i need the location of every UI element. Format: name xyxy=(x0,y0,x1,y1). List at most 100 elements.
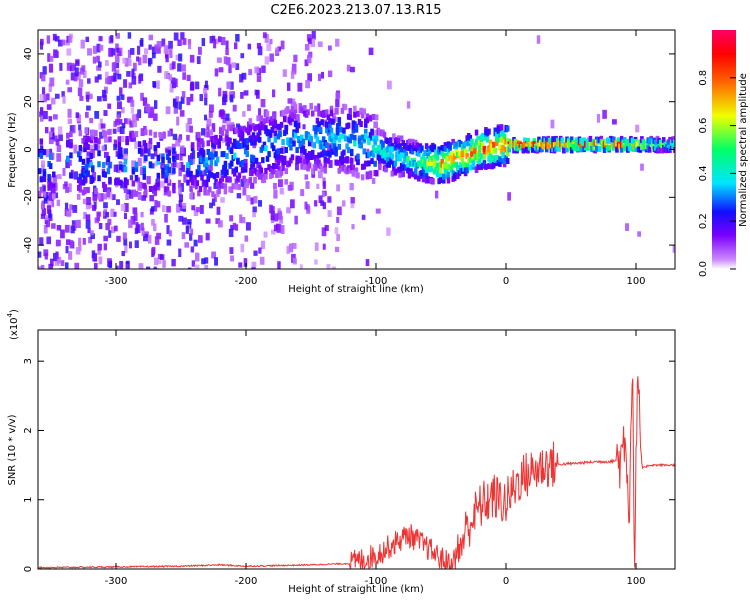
colorbar-tick-label: 0.0 xyxy=(698,261,709,277)
spectrogram-cell xyxy=(113,139,118,148)
spectrogram-cell xyxy=(286,245,290,254)
spectrogram-cell xyxy=(306,34,312,42)
spectrogram-cell xyxy=(346,122,351,129)
spectrogram-cell xyxy=(127,32,132,39)
spectrogram-cell xyxy=(186,219,192,225)
spectrogram-cell xyxy=(220,110,226,120)
spectrogram-cell xyxy=(59,268,63,269)
spectrogram-cell xyxy=(265,110,270,117)
spectrogram-cell xyxy=(213,39,217,49)
spectrogram-cell xyxy=(263,109,268,118)
spectrogram-cell xyxy=(134,174,139,181)
spectrogram-cell xyxy=(116,101,122,110)
spectrogram-cell xyxy=(107,103,112,109)
spectrogram-cell xyxy=(98,256,103,265)
spectrogram-cell xyxy=(399,135,404,142)
spectrogram-cell xyxy=(476,136,480,143)
spectrogram-cell xyxy=(186,165,190,172)
spectrogram-cell xyxy=(148,161,153,168)
spectrogram-cell xyxy=(368,47,374,56)
spectrogram-cell xyxy=(48,163,53,170)
spectrogram-cell xyxy=(332,112,336,119)
spectrogram-cell xyxy=(131,180,136,187)
spectrogram-cell xyxy=(98,193,104,202)
spectrogram-cell xyxy=(240,243,245,253)
spectrogram-cell xyxy=(204,167,209,174)
spectrogram-cell xyxy=(288,243,294,253)
spectrogram-cell xyxy=(403,156,407,163)
snr-frame xyxy=(37,329,676,570)
spectrogram-cell xyxy=(501,151,505,158)
spectrogram-cell xyxy=(64,181,68,187)
spectrogram-cell xyxy=(47,178,51,185)
spectrogram-cell xyxy=(204,98,208,106)
spectrogram-cell xyxy=(60,260,65,267)
spectrogram-cell xyxy=(311,168,315,175)
spectrogram-cell xyxy=(254,66,260,74)
spectrogram-cell xyxy=(328,123,332,130)
spectrogram-cell xyxy=(625,223,630,231)
spectrogram-cell xyxy=(223,188,228,195)
spectrogram-cell xyxy=(211,153,215,160)
spectrogram-cell xyxy=(52,49,58,59)
spectrogram-cell xyxy=(342,149,346,156)
spectrogram-cell xyxy=(445,152,449,159)
spectrogram-cell xyxy=(284,179,289,185)
spectrogram-cell xyxy=(175,96,180,104)
spectrogram-cell xyxy=(273,224,278,232)
y-tick-label: 0 xyxy=(23,146,34,152)
spectrogram-cell xyxy=(41,208,46,216)
spectrogram-cell xyxy=(351,170,356,177)
spectrogram-cell xyxy=(125,135,129,142)
spectrogram-cell xyxy=(52,187,56,194)
spectrogram-cell xyxy=(265,155,270,162)
spectrogram-cell xyxy=(116,47,121,54)
spectrogram-cell xyxy=(39,113,44,122)
spectrogram-cell xyxy=(43,94,47,103)
spectrogram-cell xyxy=(116,95,121,101)
spectrogram-cell xyxy=(95,144,100,150)
spectrogram-cell xyxy=(315,117,320,124)
spectrogram-cell xyxy=(442,152,446,159)
spectrogram-cell xyxy=(131,114,136,124)
spectrogram-cell xyxy=(434,190,439,199)
spectrogram-cell xyxy=(280,40,285,50)
spectrogram-cell xyxy=(360,112,365,119)
snr-series-line xyxy=(38,376,675,569)
spectrogram-cell xyxy=(148,34,154,41)
spectrogram-cell xyxy=(293,107,298,114)
spectrogram-cell xyxy=(343,104,348,111)
spectrogram-cell xyxy=(365,259,370,267)
spectrogram-cell xyxy=(77,193,81,200)
spectrogram-cell xyxy=(156,172,161,179)
spectrogram-cell xyxy=(86,186,90,193)
spectrogram-cell xyxy=(123,203,129,212)
spectrogram-cell xyxy=(286,207,291,214)
spectrogram-cell xyxy=(46,104,52,110)
spectrogram-cell xyxy=(100,123,106,129)
spectrogram-cell xyxy=(245,182,249,189)
spectrogram-cell xyxy=(269,53,274,62)
spectrogram-cell xyxy=(390,143,395,150)
spectrogram-cell xyxy=(321,111,326,118)
spectrogram-cell xyxy=(101,161,106,168)
spectrogram-cell xyxy=(445,155,449,162)
spectrogram-cell xyxy=(270,116,274,123)
spectrogram-cell xyxy=(317,170,323,179)
spectrogram-cell xyxy=(159,180,165,188)
spectrogram-cell xyxy=(119,151,123,158)
spectrogram-cell xyxy=(151,219,155,226)
spectrogram-cell xyxy=(133,213,138,222)
spectrogram-cell xyxy=(270,211,275,221)
spectrogram-cell xyxy=(251,161,256,168)
x-tick-label: -300 xyxy=(105,276,128,287)
spectrogram-cell xyxy=(273,136,278,143)
spectrogram-cell xyxy=(392,165,396,172)
spectrogram-cell xyxy=(97,243,102,251)
spectrogram-cell xyxy=(306,204,310,211)
spectrogram-cell xyxy=(588,135,593,142)
spectrogram-cell xyxy=(287,184,293,191)
spectrogram-cell xyxy=(258,200,263,207)
spectrogram-cell xyxy=(612,136,616,143)
spectrogram-cell xyxy=(69,239,74,249)
